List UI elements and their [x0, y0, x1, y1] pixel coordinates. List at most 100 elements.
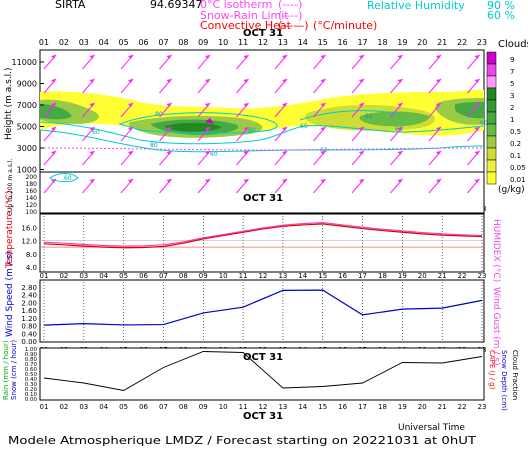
hour-label-top: 12 — [258, 38, 268, 47]
wind-arrow — [120, 54, 134, 70]
cape-ylabel: CAPE (J / g) — [488, 350, 496, 390]
hour-label-bottom: 06 — [139, 403, 148, 411]
precip-panel: Rain (mm / hour) Snow (cm / hour) CAPE (… — [2, 340, 519, 433]
precip-ytick: 0.70 — [25, 362, 38, 368]
colorbar-swatch — [486, 99, 497, 113]
wind-arrow — [159, 126, 172, 142]
legend-snow-key: (----) — [278, 9, 302, 22]
colorbar-swatch — [486, 171, 497, 185]
colorbar-tick: 0.5 — [510, 128, 521, 136]
cloud-ytick: 11000 — [12, 58, 37, 67]
footer-caption: Modele Atmospherique LMDZ / Forecast sta… — [8, 434, 476, 447]
wind-arrow — [467, 178, 480, 194]
isotherm-line — [39, 147, 485, 151]
hour-label-top: 02 — [59, 38, 69, 47]
wind-arrow — [120, 126, 134, 142]
wind-arrow — [274, 178, 288, 194]
wind-arrow — [236, 78, 249, 94]
legend-rh: Relative Humidity — [367, 0, 465, 12]
wind-speed-ylabel: Wind Speed (m / s) — [5, 251, 15, 337]
colorbar-tick: 1 — [510, 116, 514, 124]
wind-arrow — [428, 54, 442, 70]
wind-arrow — [120, 102, 134, 118]
wind-arrow — [82, 78, 95, 94]
wind-ytick: 0.80 — [21, 323, 37, 331]
legend-rh-60: 60 % — [487, 9, 515, 22]
colorbar-swatch — [486, 51, 497, 65]
wind-arrow — [197, 126, 211, 142]
temp-ytick: 4.0 — [26, 264, 37, 272]
hour-label-top: 19 — [397, 38, 407, 47]
wind-arrow — [159, 150, 172, 166]
colorbar-tick: 0.1 — [510, 152, 521, 160]
wind-arrow — [351, 178, 365, 194]
cloud-ytick: 9000 — [17, 80, 37, 89]
hour-label-bottom: 08 — [179, 403, 188, 411]
colorbar-swatch — [486, 159, 497, 173]
temperature-series-line — [43, 223, 483, 249]
wind-arrow — [43, 178, 57, 194]
wind-arrow — [43, 126, 57, 142]
temperature-ylabel: Temperature (°C) — [5, 190, 15, 269]
colorbar-tick: 0.2 — [510, 140, 521, 148]
wind-panel: Wind Speed (m / s) Wind Gust (m / s) 2.8… — [5, 251, 501, 365]
wind-arrow — [390, 54, 403, 70]
cloud-ytick: 1000 — [17, 166, 37, 175]
hour-label-bottom: 05 — [119, 403, 128, 411]
wind-arrow — [428, 150, 442, 166]
precip-ytick: 0.30 — [25, 382, 38, 388]
wind-arrow — [159, 178, 172, 194]
contour-label: 60 — [64, 175, 72, 182]
colorbar-tick: 0.05 — [510, 164, 526, 172]
legend-isotherm: 0°C isotherm — [200, 0, 272, 11]
wind-arrow — [43, 102, 57, 118]
hour-label-top: 16 — [338, 38, 348, 47]
colorbar-swatch — [486, 111, 497, 125]
wind-ytick: 0.00 — [21, 338, 37, 346]
legend-isotherm-key: (----) — [278, 0, 302, 11]
colorbar-swatch — [486, 63, 497, 77]
wind-arrow — [82, 126, 95, 142]
wind-arrow — [120, 150, 134, 166]
hour-label-bottom: 15 — [318, 403, 327, 411]
wind-arrow — [351, 150, 365, 166]
colorbar-swatch — [486, 75, 497, 89]
wind-arrow — [274, 54, 288, 70]
colorbar-swatch — [486, 123, 497, 137]
hour-label-bottom: 01 — [40, 403, 49, 411]
wind-arrow — [43, 54, 57, 70]
hour-label-p2: 15 — [318, 272, 327, 280]
contour-label: 60 — [210, 151, 218, 158]
colorbar-swatch — [486, 147, 497, 161]
contour-label: 80 — [365, 113, 373, 120]
hour-label-bottom: 12 — [259, 403, 268, 411]
colorbar-swatch — [486, 135, 497, 149]
wind-arrow — [236, 126, 249, 142]
panel1-date-label: OCT 31 — [243, 193, 283, 204]
cloud-ytick: 7000 — [17, 101, 37, 110]
cloud-fraction-ylabel: Cloud Fraction — [511, 350, 519, 400]
hour-label-bottom: 11 — [239, 403, 248, 411]
wind-arrow — [120, 178, 134, 194]
colorbar-tick: 2 — [510, 104, 514, 112]
wind-arrow — [43, 78, 57, 94]
colorbar-swatch — [486, 87, 497, 101]
hour-label-bottom: 21 — [438, 403, 447, 411]
hour-label-p2: 04 — [99, 272, 108, 280]
hour-label-top: 22 — [457, 38, 467, 47]
bottom-date-label: OCT 31 — [243, 411, 283, 422]
wind-arrow — [351, 78, 365, 94]
cloud-colorbar: Clouds 9 7 5 3 2 1 0.5 0.2 0.1 0.05 0.01 (g/kg) — [486, 39, 528, 195]
colorbar-unit: (g/kg) — [498, 185, 525, 195]
hour-label-p2: 01 — [40, 272, 49, 280]
cloud-ylabel: Height (m a.s.l.) — [4, 67, 14, 140]
hour-label-top: 08 — [178, 38, 188, 47]
hour-label-bottom: 16 — [338, 403, 347, 411]
wind-arrow — [274, 150, 288, 166]
hour-label-top: 06 — [138, 38, 148, 47]
wind-arrow — [313, 126, 326, 142]
cloud-ytick-low: 180 — [26, 181, 38, 188]
precip-ytick: 0.10 — [25, 392, 38, 398]
colorbar-title: Clouds — [498, 39, 528, 50]
